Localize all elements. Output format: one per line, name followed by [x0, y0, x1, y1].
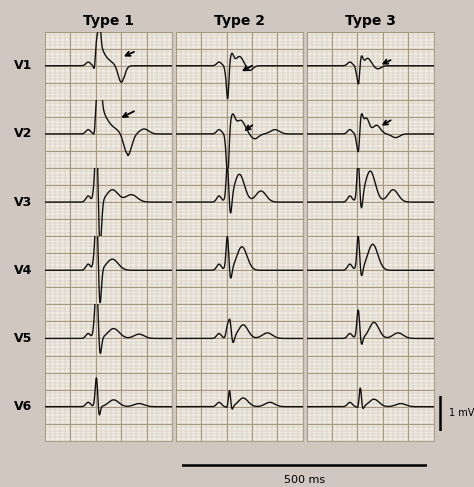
Text: Type 1: Type 1 [83, 14, 134, 28]
Text: V6: V6 [14, 400, 32, 413]
Text: 1 mV: 1 mV [449, 409, 474, 418]
Text: Type 2: Type 2 [214, 14, 265, 28]
Text: V1: V1 [14, 59, 32, 72]
Text: V2: V2 [14, 128, 32, 140]
Text: 500 ms: 500 ms [284, 475, 325, 485]
Text: V5: V5 [14, 332, 32, 345]
Text: Type 3: Type 3 [345, 14, 396, 28]
Text: V4: V4 [14, 264, 32, 277]
Text: V3: V3 [14, 196, 32, 208]
